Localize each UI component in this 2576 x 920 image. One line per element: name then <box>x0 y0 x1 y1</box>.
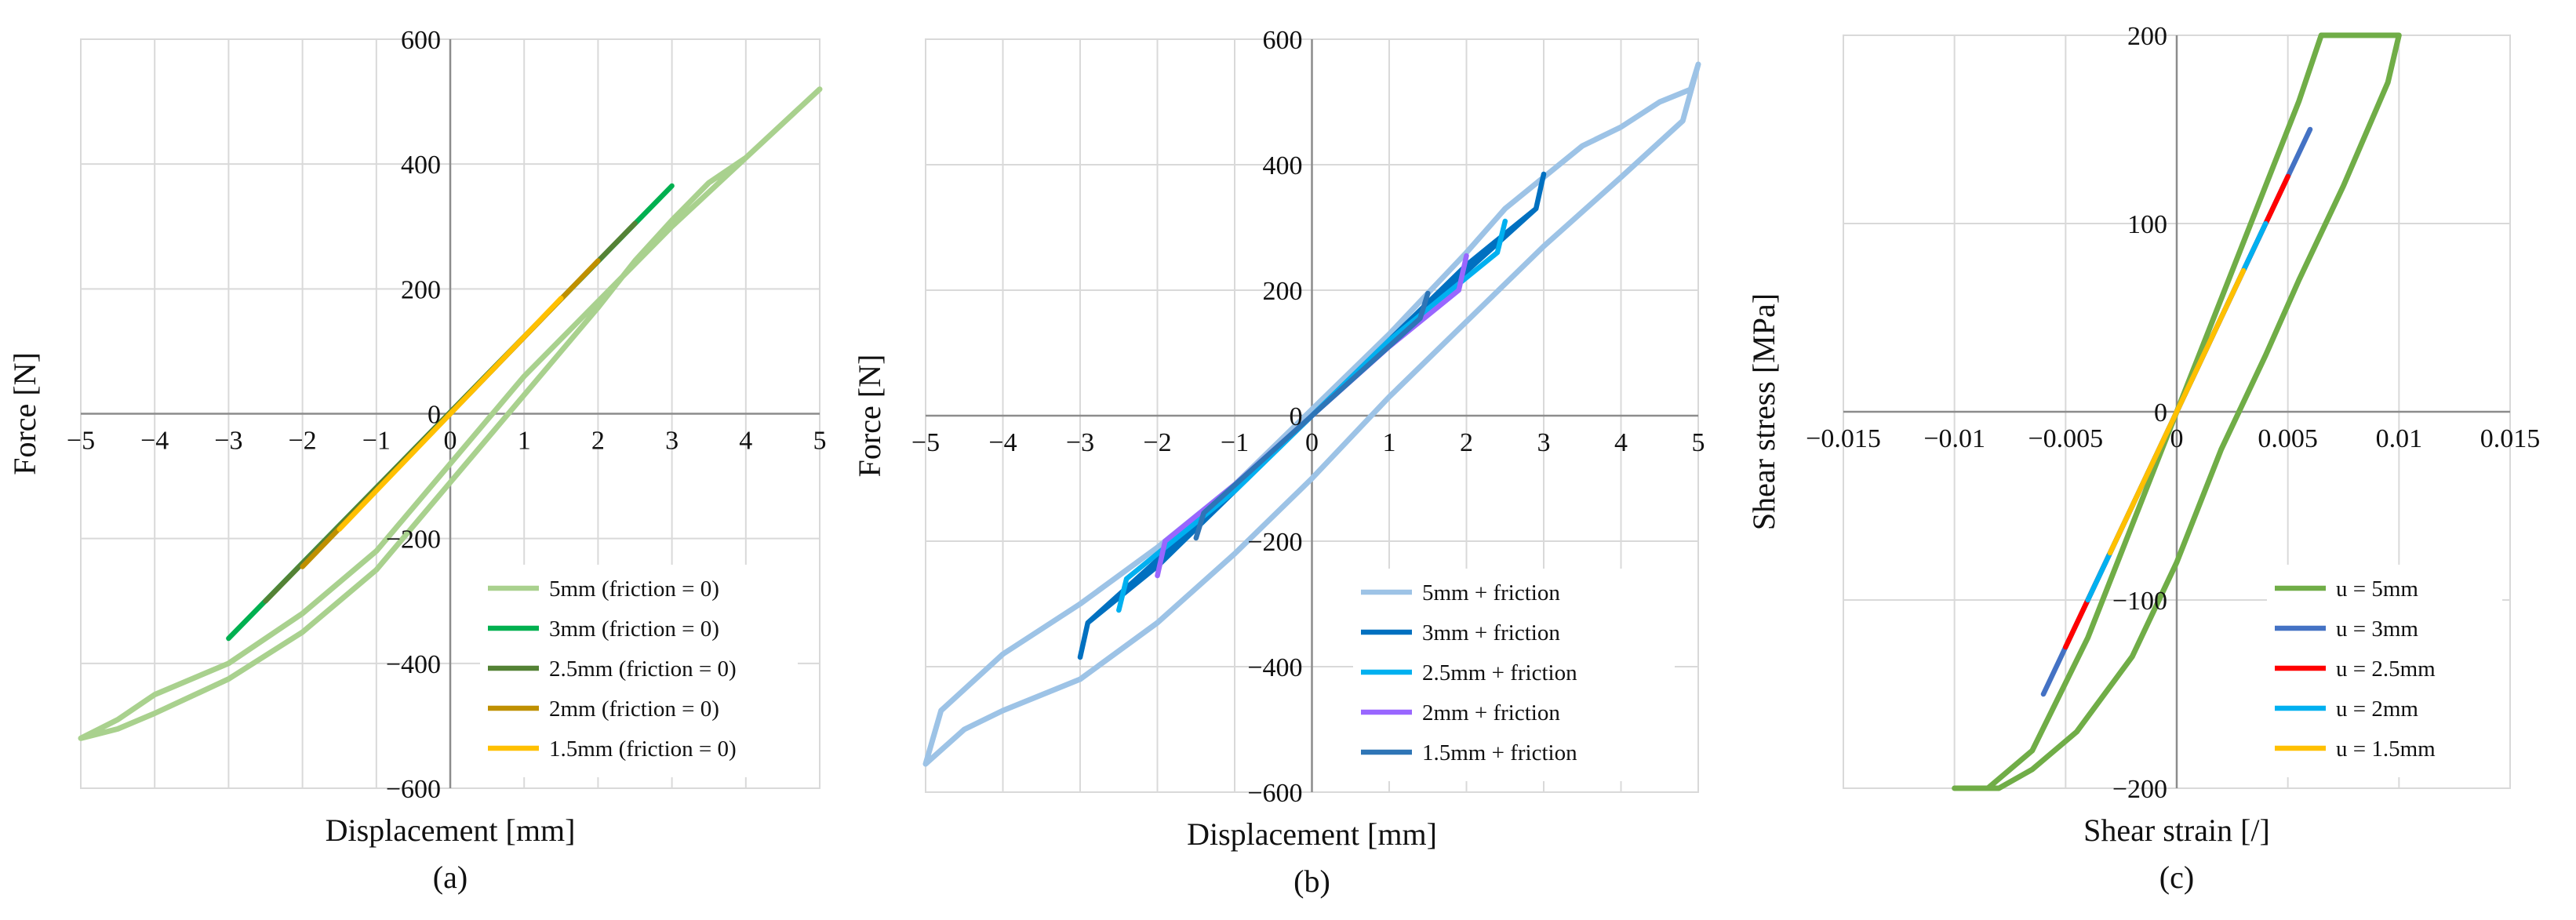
y-tick-label: 400 <box>1263 151 1303 180</box>
legend-label-1: 5mm (friction = 0) <box>549 576 719 602</box>
x-tick-label: 0 <box>2170 424 2184 453</box>
y-tick-label: −100 <box>2112 587 2167 616</box>
x-tick-label: 0 <box>444 427 457 456</box>
x-tick-label: 4 <box>739 427 752 456</box>
x-tick-label: 0 <box>1305 428 1319 457</box>
x-tick-label: −3 <box>1066 428 1094 457</box>
y-tick-label: 600 <box>1263 26 1303 55</box>
y-tick-label: −200 <box>386 525 441 555</box>
y-tick-label: −400 <box>386 650 441 679</box>
y-axis-label: Shear stress [MPa] <box>1746 293 1781 530</box>
x-tick-label: 1 <box>1383 428 1396 457</box>
series-group <box>922 61 1701 767</box>
series-line-5 <box>1193 290 1431 541</box>
legend-label-4: u = 2mm <box>2336 696 2418 722</box>
y-tick-label: 100 <box>2127 210 2167 239</box>
series-line-1 <box>78 86 823 741</box>
series-line-5 <box>2107 267 2247 556</box>
x-tick-label: −5 <box>911 428 940 457</box>
x-tick-label: −1 <box>362 427 391 456</box>
y-tick-label: 200 <box>1263 277 1303 306</box>
series-line-3 <box>1116 218 1508 613</box>
y-tick-label: 600 <box>401 26 441 55</box>
tick-labels: −5 −4 −3 −2 −1 0 1 2 3 4 5 −600 −400 −200 0 200 400 600 <box>67 26 827 804</box>
chart-panel-2: −5 −4 −3 −2 −1 0 1 2 3 4 5 −600 −400 −200 0 200 400 600 Di… <box>852 26 1705 899</box>
x-tick-label: 2 <box>591 427 605 456</box>
legend-label-1: 5mm + friction <box>1422 580 1560 605</box>
series-group <box>1952 32 2402 791</box>
x-tick-label: 0.005 <box>2258 424 2318 453</box>
x-tick-label: −3 <box>214 427 242 456</box>
x-tick-label: 0.015 <box>2480 424 2541 453</box>
y-tick-label: −400 <box>1247 653 1302 682</box>
legend-label-4: 2mm (friction = 0) <box>549 696 719 722</box>
x-axis-label: Shear strain [/] <box>2083 813 2270 848</box>
x-tick-label: −1 <box>1221 428 1249 457</box>
x-tick-label: −0.005 <box>2028 424 2103 453</box>
x-tick-label: 3 <box>1537 428 1551 457</box>
x-tick-label: −0.015 <box>1806 424 1881 453</box>
panel-label: (c) <box>2159 860 2194 895</box>
y-axis-label: Force [N] <box>7 352 42 475</box>
legend: u = 5mm u = 3mm u = 2.5mm u = 2mm u = 1.5mm <box>2267 565 2502 777</box>
y-tick-label: −200 <box>2112 775 2167 804</box>
x-tick-label: −0.01 <box>1923 424 1985 453</box>
x-tick-label: −2 <box>1143 428 1171 457</box>
x-tick-label: 1 <box>518 427 531 456</box>
legend-label-2: u = 3mm <box>2336 616 2418 642</box>
x-tick-label: −2 <box>289 427 317 456</box>
legend-label-2: 3mm + friction <box>1422 620 1560 645</box>
legend-label-5: u = 1.5mm <box>2336 736 2436 762</box>
y-axis-label: Force [N] <box>852 355 887 478</box>
series-group <box>78 86 823 741</box>
tick-labels: −0.015 −0.01 −0.005 0 0.005 0.01 0.015 −200 −100… <box>1806 22 2540 804</box>
legend-box <box>480 565 798 777</box>
y-tick-label: −600 <box>386 775 441 804</box>
chart-panel-1: −5 −4 −3 −2 −1 0 1 2 3 4 5 −600 −400 −200 0 200 400 600 Di… <box>7 26 827 895</box>
panel-label: (b) <box>1293 864 1330 899</box>
x-tick-label: 5 <box>1692 428 1705 457</box>
y-tick-label: −600 <box>1247 779 1302 808</box>
x-tick-label: 2 <box>1460 428 1473 457</box>
x-tick-label: 5 <box>813 427 827 456</box>
y-tick-label: 0 <box>2154 398 2167 427</box>
series-line-5 <box>337 296 564 532</box>
legend-label-3: u = 2.5mm <box>2336 656 2436 682</box>
x-axis-label: Displacement [mm] <box>1187 816 1437 852</box>
legend-label-2: 3mm (friction = 0) <box>549 616 719 642</box>
tick-labels: −5 −4 −3 −2 −1 0 1 2 3 4 5 −600 −400 −200 0 200 400 600 <box>911 26 1705 808</box>
x-tick-label: −4 <box>140 427 169 456</box>
x-tick-label: −4 <box>988 428 1017 457</box>
x-tick-label: −5 <box>67 427 95 456</box>
x-tick-label: 4 <box>1614 428 1628 457</box>
y-tick-label: 400 <box>401 151 441 180</box>
legend-box <box>1353 569 1675 781</box>
y-tick-label: 0 <box>1290 402 1303 431</box>
legend: 5mm + friction 3mm + friction 2.5mm + fric… <box>1353 569 1675 781</box>
legend-box <box>2267 565 2502 777</box>
legend-label-1: u = 5mm <box>2336 576 2418 602</box>
x-axis-label: Displacement [mm] <box>326 813 576 848</box>
chart-panel-3: −0.015 −0.01 −0.005 0 0.005 0.01 0.015 −200 −100… <box>1746 22 2540 895</box>
panel-label: (a) <box>433 860 468 895</box>
x-tick-label: 3 <box>665 427 679 456</box>
legend-label-3: 2.5mm + friction <box>1422 660 1577 685</box>
x-tick-label: 0.01 <box>2376 424 2423 453</box>
legend: 5mm (friction = 0) 3mm (friction = 0) 2.5m… <box>480 565 798 777</box>
legend-label-4: 2mm + friction <box>1422 700 1560 725</box>
legend-label-5: 1.5mm (friction = 0) <box>549 736 737 762</box>
series-line-1 <box>1952 32 2402 791</box>
y-tick-label: 200 <box>401 275 441 304</box>
legend-label-3: 2.5mm (friction = 0) <box>549 656 737 682</box>
y-tick-label: 0 <box>428 401 441 430</box>
y-tick-label: 200 <box>2127 22 2167 51</box>
legend-label-5: 1.5mm + friction <box>1422 740 1577 765</box>
y-tick-label: −200 <box>1247 528 1302 557</box>
